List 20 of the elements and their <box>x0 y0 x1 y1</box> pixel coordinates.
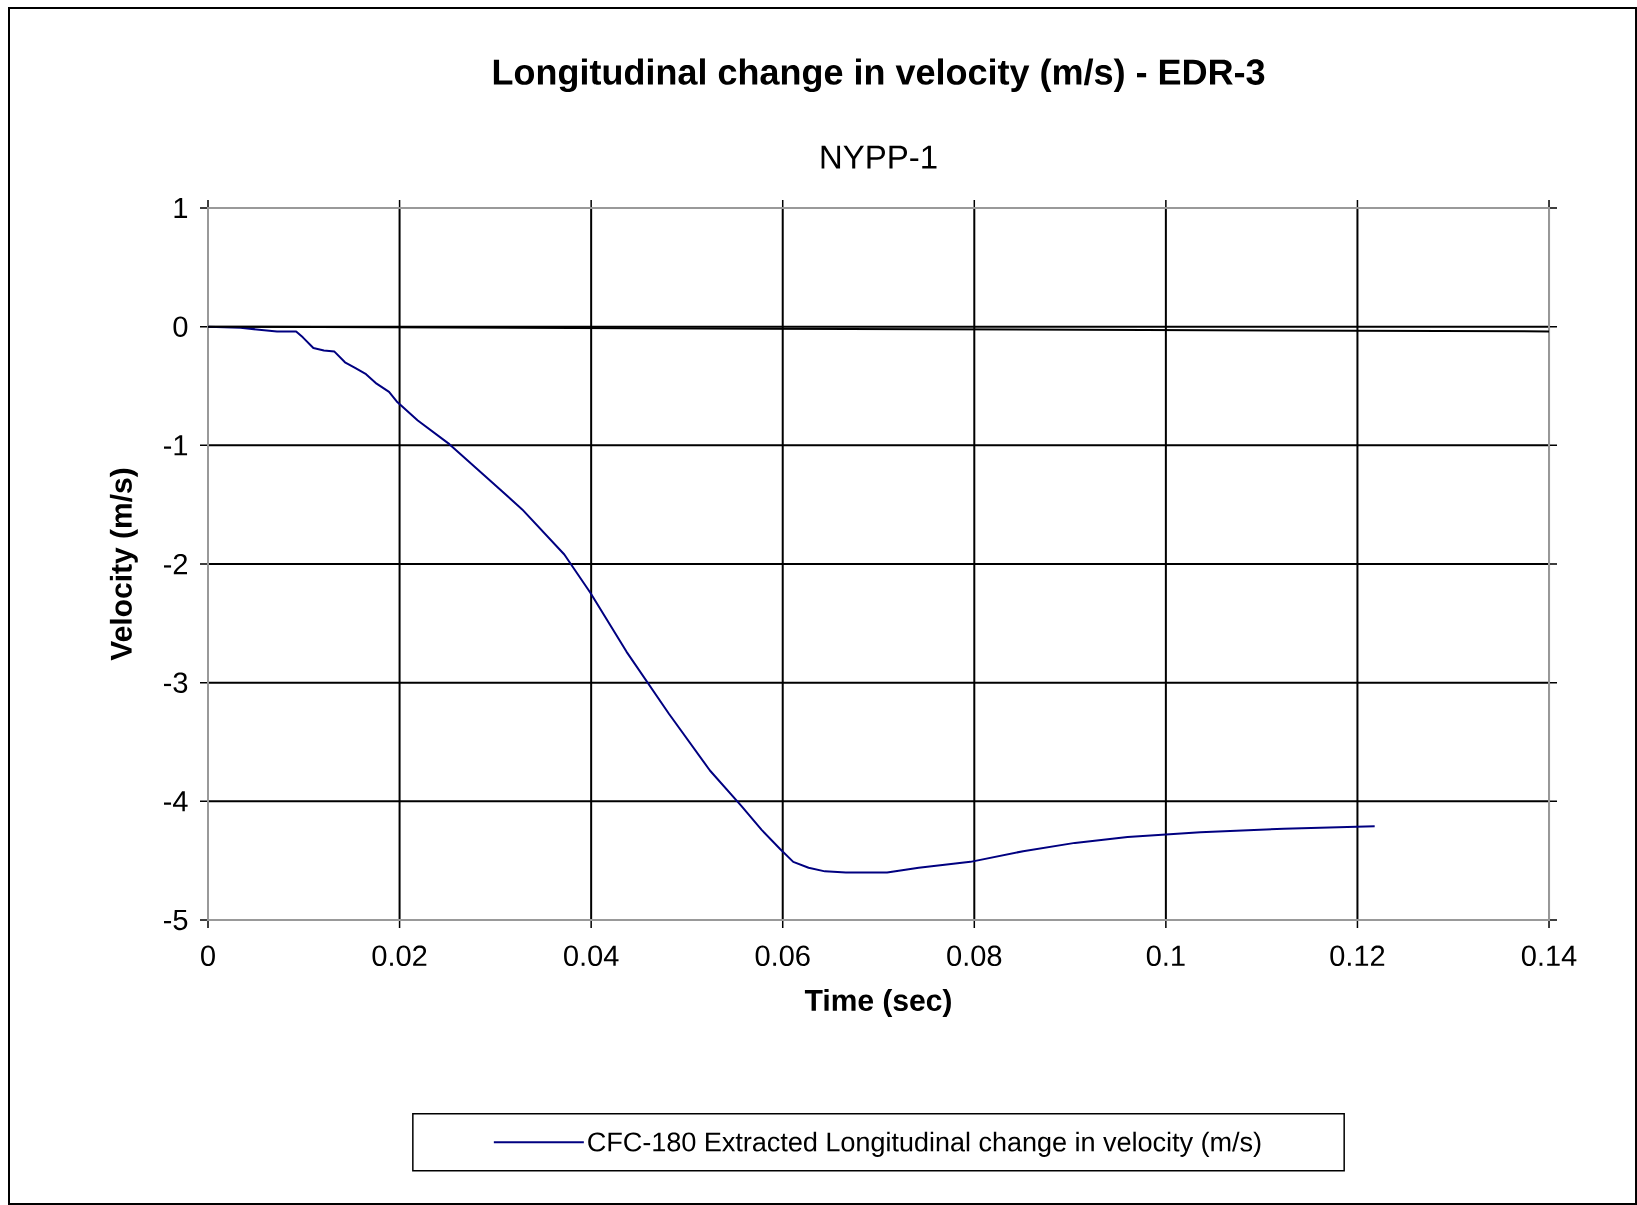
y-tick-label: 1 <box>174 198 188 218</box>
chart-subtitle: NYPP-1 <box>821 145 937 169</box>
chart-title: Longitudinal change in velocity (m/s) - EDR-3 <box>493 58 1265 93</box>
x-tick-label: 0.14 <box>1521 945 1577 967</box>
x-tick-label: 0.12 <box>1330 945 1385 967</box>
x-tick-label: 0.04 <box>564 945 619 967</box>
y-tick-label: -4 <box>163 791 188 812</box>
x-tick-label: 0.06 <box>755 945 810 967</box>
y-axis-title: Velocity (m/s) <box>109 468 138 661</box>
y-tick-label: -2 <box>163 553 188 575</box>
x-tick-label: 0.02 <box>372 945 427 967</box>
y-tick-label: -5 <box>163 909 188 931</box>
legend-label: CFC-180 Extracted Longitudinal change in velocity (m/s) <box>588 1131 1261 1157</box>
x-tick-label: 0.1 <box>1146 945 1185 967</box>
x-axis-title: Time (sec) <box>804 988 951 1017</box>
y-tick-label: -1 <box>163 435 188 456</box>
y-tick-label: 0 <box>173 316 188 337</box>
x-tick-label: 0.08 <box>947 945 1002 967</box>
x-tick-label: 0 <box>201 945 215 967</box>
y-tick-label: -3 <box>163 672 188 693</box>
